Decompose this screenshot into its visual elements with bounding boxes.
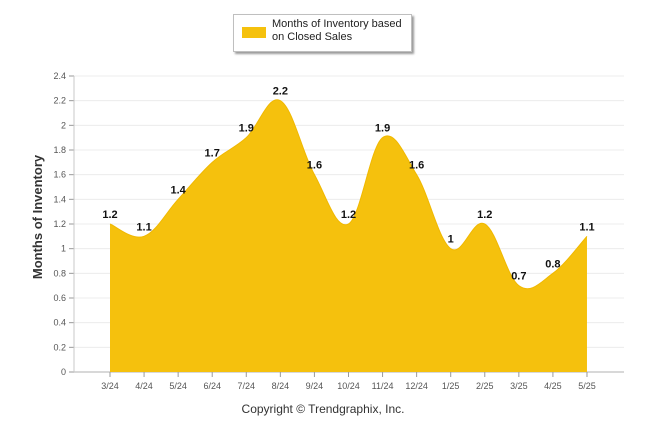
x-tick-label: 3/25	[510, 381, 528, 391]
y-tick-label: 2.2	[53, 96, 66, 106]
y-tick-label: 1	[61, 244, 66, 254]
data-label: 1.2	[102, 209, 117, 221]
data-label: 1	[448, 234, 454, 246]
data-label: 0.8	[545, 258, 560, 270]
data-label: 1.1	[579, 221, 594, 233]
data-label: 1.6	[409, 160, 424, 172]
y-tick-label: 0	[61, 367, 66, 377]
data-label: 1.9	[239, 123, 254, 135]
x-tick-label: 3/24	[101, 381, 119, 391]
y-tick-label: 0.6	[53, 293, 66, 303]
x-tick-label: 10/24	[337, 381, 360, 391]
x-tick-label: 2/25	[476, 381, 494, 391]
y-tick-label: 2	[61, 120, 66, 130]
x-tick-label: 12/24	[405, 381, 428, 391]
x-tick-label: 8/24	[272, 381, 290, 391]
data-label: 0.7	[511, 271, 526, 283]
copyright-text: Copyright © Trendgraphix, Inc.	[241, 402, 405, 416]
area-line	[109, 99, 588, 290]
y-axis: 0 0.2 0.4 0.6 0.8 1 1.2 1.4 1.6 1.8 2 2.2 2.4	[53, 71, 75, 377]
x-tick-label: 6/24	[203, 381, 221, 391]
data-label: 1.2	[477, 209, 492, 221]
x-tick-label: 1/25	[442, 381, 460, 391]
legend: Months of Inventory based on Closed Sale…	[233, 14, 412, 52]
x-tick-label: 4/25	[544, 381, 562, 391]
y-axis-title: Months of Inventory	[30, 154, 45, 279]
x-tick-label: 5/25	[578, 381, 596, 391]
data-label: 1.7	[205, 147, 220, 159]
data-label: 2.2	[273, 86, 288, 98]
y-tick-label: 0.2	[53, 342, 66, 352]
y-tick-label: 1.2	[53, 219, 66, 229]
x-tick-label: 4/24	[135, 381, 153, 391]
x-tick-label: 11/24	[372, 381, 394, 391]
x-tick-label: 7/24	[238, 381, 256, 391]
area-series	[109, 99, 588, 372]
y-tick-label: 2.4	[53, 71, 66, 81]
data-labels: 1.2 1.1 1.4 1.7 1.9 2.2 1.6 1.2 1.9 1.6 1 1.2 0.7 0.8…	[102, 86, 594, 283]
y-tick-label: 0.8	[53, 268, 66, 278]
data-label: 1.6	[307, 160, 322, 172]
data-label: 1.1	[136, 221, 151, 233]
x-axis: 3/24 4/24 5/24 6/24 7/24 8/24 9/24 10/24 11/24 12…	[101, 372, 596, 391]
y-tick-label: 0.4	[53, 318, 66, 328]
x-tick-label: 9/24	[306, 381, 324, 391]
y-tick-label: 1.6	[53, 170, 66, 180]
data-label: 1.9	[375, 123, 390, 135]
y-tick-label: 1.4	[53, 194, 66, 204]
x-tick-label: 5/24	[169, 381, 187, 391]
data-label: 1.2	[341, 209, 356, 221]
y-tick-label: 1.8	[53, 145, 66, 155]
area-fill	[110, 99, 587, 372]
legend-label: Months of Inventory based on Closed Sale…	[272, 18, 402, 43]
data-label: 1.4	[170, 184, 186, 196]
legend-swatch	[242, 27, 266, 38]
